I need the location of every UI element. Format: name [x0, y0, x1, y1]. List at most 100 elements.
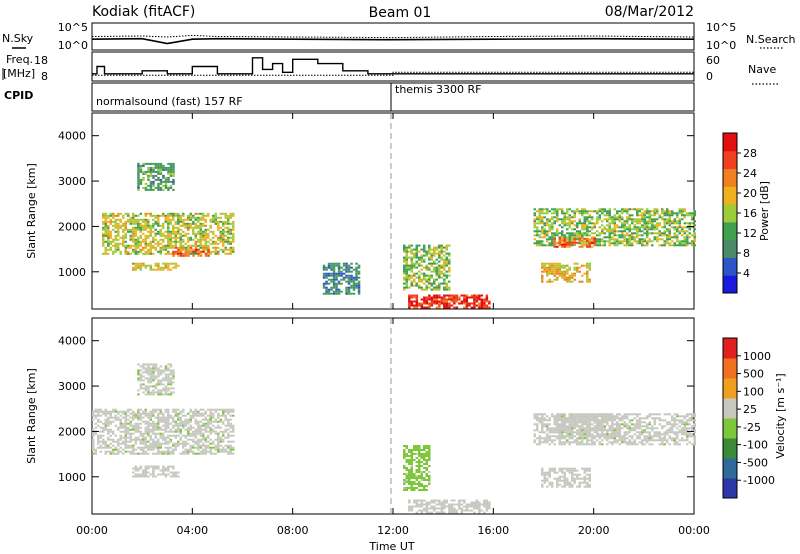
data-cell: [174, 420, 177, 423]
data-cell: [598, 216, 601, 219]
data-cell: [533, 234, 536, 237]
data-cell: [137, 373, 140, 376]
data-cell: [227, 240, 230, 243]
data-cell: [227, 446, 230, 449]
data-cell: [578, 417, 581, 420]
data-cell: [586, 272, 589, 275]
data-cell: [571, 220, 574, 223]
data-cell: [423, 455, 426, 457]
data-cell: [104, 228, 107, 231]
data-cell: [573, 239, 576, 242]
data-cell: [601, 240, 604, 243]
data-cell: [147, 248, 150, 251]
data-cell: [558, 483, 561, 486]
data-cell: [199, 250, 203, 253]
data-cell: [648, 439, 651, 442]
data-cell: [433, 288, 436, 291]
data-cell: [159, 186, 163, 189]
data-cell: [581, 431, 584, 434]
data-cell: [420, 475, 423, 477]
data-cell: [174, 234, 177, 237]
data-cell: [403, 272, 406, 275]
data-cell: [219, 426, 222, 429]
data-cell: [162, 371, 165, 374]
data-cell: [601, 208, 604, 211]
data-cell: [678, 429, 681, 432]
data-cell: [653, 236, 656, 239]
data-cell: [666, 431, 669, 434]
data-cell: [588, 243, 591, 246]
data-cell: [603, 226, 606, 229]
data-cell: [207, 434, 210, 437]
data-cell: [122, 228, 125, 231]
data-cell: [571, 431, 574, 434]
data-cell: [618, 236, 621, 239]
data-cell: [154, 426, 157, 429]
data-cell: [149, 244, 152, 247]
data-cell: [172, 172, 175, 175]
data-cell: [648, 413, 651, 416]
data-cell: [152, 244, 155, 247]
data-cell: [172, 162, 175, 165]
data-cell: [433, 282, 436, 285]
data-cell: [593, 413, 596, 416]
data-cell: [174, 448, 177, 451]
data-cell: [646, 220, 649, 223]
data-cell: [137, 377, 140, 380]
data-cell: [646, 441, 649, 444]
data-cell: [641, 224, 644, 227]
data-cell: [149, 377, 153, 380]
data-cell: [425, 509, 429, 512]
data-cell: [129, 416, 132, 419]
data-cell: [355, 262, 358, 265]
data-cell: [99, 414, 102, 417]
data-cell: [551, 228, 554, 231]
data-cell: [693, 210, 696, 213]
data-cell: [641, 216, 644, 219]
data-cell: [541, 226, 544, 229]
data-cell: [147, 420, 150, 423]
data-cell: [621, 230, 624, 233]
data-cell: [330, 292, 333, 295]
data-cell: [588, 262, 591, 265]
data-cell: [408, 300, 411, 303]
data-cell: [483, 503, 486, 506]
data-cell: [420, 264, 423, 267]
data-cell: [415, 457, 418, 459]
data-cell: [149, 174, 153, 177]
data-cell: [149, 393, 153, 396]
data-cell: [413, 483, 416, 485]
data-cell: [568, 443, 571, 446]
data-cell: [666, 423, 669, 426]
data-cell: [643, 443, 646, 446]
data-cell: [443, 254, 446, 257]
data-cell: [147, 432, 150, 435]
data-cell: [169, 220, 172, 223]
data-cell: [117, 228, 120, 231]
data-cell: [209, 446, 212, 449]
data-cell: [463, 298, 466, 301]
data-cell: [199, 236, 202, 239]
data-cell: [107, 214, 110, 217]
data-cell: [448, 304, 451, 307]
data-cell: [109, 220, 112, 223]
data-cell: [347, 288, 351, 291]
data-cell: [420, 258, 423, 261]
data-cell: [636, 421, 639, 424]
data-cell: [214, 432, 217, 435]
data-cell: [192, 226, 195, 229]
data-cell: [628, 244, 631, 247]
data-cell: [189, 414, 192, 417]
data-cell: [164, 420, 167, 423]
data-cell: [693, 425, 696, 428]
data-cell: [157, 426, 160, 429]
data-cell: [648, 232, 651, 235]
data-cell: [591, 237, 594, 240]
data-cell: [616, 240, 619, 243]
data-cell: [147, 252, 150, 255]
data-cell: [616, 210, 619, 213]
data-cell: [445, 276, 448, 279]
data-cell: [678, 443, 681, 446]
data-cell: [222, 224, 225, 227]
data-cell: [169, 186, 173, 189]
